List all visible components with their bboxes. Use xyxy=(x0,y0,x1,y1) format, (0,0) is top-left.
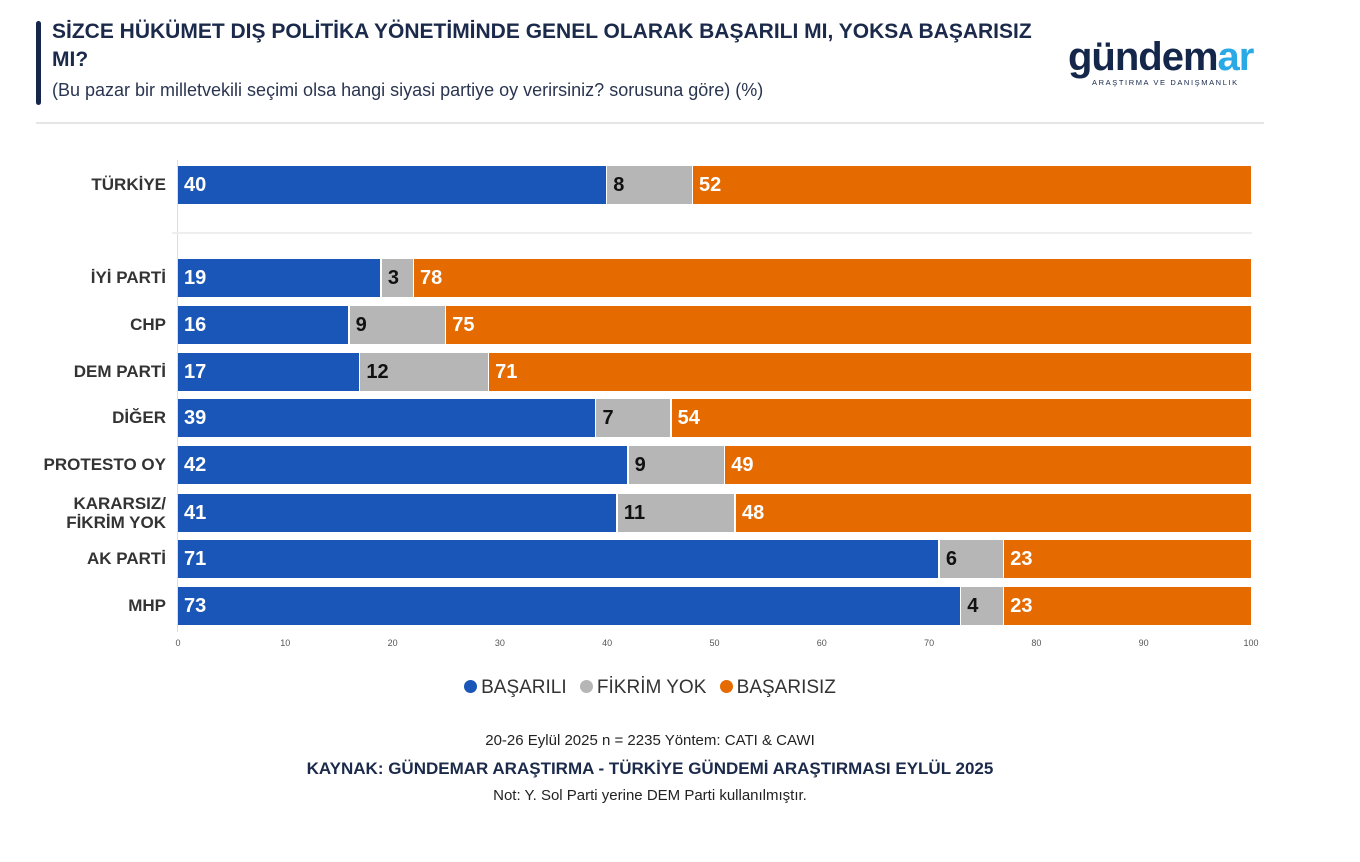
bar-başarisiz xyxy=(735,494,1251,532)
data-label: 54 xyxy=(677,407,700,429)
bar-fi̇kri̇m-yok xyxy=(607,166,692,204)
x-tick-label: 100 xyxy=(1243,638,1259,648)
bar-başarili xyxy=(178,259,381,297)
bar-başarili xyxy=(178,494,617,532)
data-label: 40 xyxy=(184,174,207,196)
bar-fi̇kri̇m-yok xyxy=(360,353,488,391)
data-label: 39 xyxy=(184,407,207,429)
bar-fi̇kri̇m-yok xyxy=(617,494,735,532)
category-label: DİĞER xyxy=(112,408,166,427)
x-tick-label: 40 xyxy=(602,638,613,648)
data-label: 48 xyxy=(741,502,765,524)
data-label: 4 xyxy=(967,595,979,617)
data-label: 52 xyxy=(699,174,722,196)
footer-note: Not: Y. Sol Parti yerine DEM Parti kulla… xyxy=(493,787,807,804)
x-tick-label: 90 xyxy=(1138,638,1149,648)
bar-fi̇kri̇m-yok xyxy=(628,446,724,484)
x-tick-label: 20 xyxy=(387,638,398,648)
footer-method: 20-26 Eylül 2025 n = 2235 Yöntem: CATI &… xyxy=(485,732,815,749)
data-label: 17 xyxy=(184,361,207,383)
data-label: 7 xyxy=(602,407,614,429)
category-label: KARARSIZ/FİKRİM YOK xyxy=(66,494,166,532)
bar-başarisiz xyxy=(671,399,1251,437)
footer-source: KAYNAK: GÜNDEMAR ARAŞTIRMA - TÜRKİYE GÜN… xyxy=(306,759,994,778)
data-label: 11 xyxy=(623,502,646,524)
x-tick-label: 50 xyxy=(709,638,720,648)
data-label: 71 xyxy=(495,361,518,383)
bar-fi̇kri̇m-yok xyxy=(939,540,1003,578)
bar-başarisiz xyxy=(725,446,1251,484)
legend-dot-icon xyxy=(579,680,593,693)
bar-başarili xyxy=(178,399,595,437)
bar-fi̇kri̇m-yok xyxy=(596,399,671,437)
logo-text: gündem xyxy=(1068,35,1219,79)
title-accent-bar xyxy=(36,21,41,105)
data-label: 73 xyxy=(184,595,207,617)
data-label: 23 xyxy=(1010,595,1033,617)
data-label: 42 xyxy=(184,454,207,476)
bar-başarili xyxy=(178,166,606,204)
x-tick-label: 70 xyxy=(924,638,935,648)
category-label: TÜRKİYE xyxy=(91,175,166,194)
data-label: 9 xyxy=(634,454,646,476)
bar-başarili xyxy=(178,446,628,484)
bar-başarili xyxy=(178,306,349,344)
data-label: 6 xyxy=(945,548,957,570)
data-label: 71 xyxy=(184,548,207,570)
logo: gündemar ARAŞTIRMA VE DANIŞMANLIK xyxy=(1068,36,1298,88)
data-label: 16 xyxy=(184,314,207,336)
logo-subtext: ARAŞTIRMA VE DANIŞMANLIK xyxy=(1092,78,1239,87)
legend-dot-icon xyxy=(464,680,478,693)
logo-accent: ar xyxy=(1217,35,1255,79)
chart-title: SİZCE HÜKÜMET DIŞ POLİTİKA YÖNETİMİNDE G… xyxy=(52,20,1032,71)
legend-label: BAŞARILI xyxy=(481,677,567,698)
legend-dot-icon xyxy=(719,680,733,693)
legend-item: BAŞARISIZ xyxy=(719,677,836,699)
category-label: AK PARTİ xyxy=(86,549,166,568)
legend-item: FİKRİM YOK xyxy=(579,677,707,699)
legend-item: BAŞARILI xyxy=(464,677,567,699)
y-axis-line xyxy=(177,160,178,632)
category-label: PROTESTO OY xyxy=(43,455,167,474)
data-label: 49 xyxy=(731,454,754,476)
category-label: İYİ PARTİ xyxy=(90,268,166,287)
x-tick-label: 60 xyxy=(816,638,827,648)
bar-başarisiz xyxy=(414,259,1251,297)
chart-header: SİZCE HÜKÜMET DIŞ POLİTİKA YÖNETİMİNDE G… xyxy=(52,18,1042,102)
bar-başarisiz xyxy=(446,306,1251,344)
data-label: 78 xyxy=(420,267,443,289)
category-label: CHP xyxy=(130,315,166,334)
data-label: 8 xyxy=(613,174,625,196)
bar-fi̇kri̇m-yok xyxy=(381,259,413,297)
data-label: 19 xyxy=(184,267,207,289)
bar-başarisiz xyxy=(489,353,1251,391)
bar-başarili xyxy=(178,540,939,578)
bar-fi̇kri̇m-yok xyxy=(961,587,1003,625)
bar-fi̇kri̇m-yok xyxy=(349,306,445,344)
legend-label: BAŞARISIZ xyxy=(736,677,836,698)
bar-başarisiz xyxy=(1004,540,1251,578)
data-label: 9 xyxy=(355,314,367,336)
data-label: 75 xyxy=(452,314,475,336)
row-separator xyxy=(172,232,1252,234)
data-label: 23 xyxy=(1010,548,1033,570)
bar-başarisiz xyxy=(693,166,1251,204)
x-tick-label: 0 xyxy=(175,638,181,648)
chart-subtitle: (Bu pazar bir milletvekili seçimi olsa h… xyxy=(52,80,764,100)
data-label: 3 xyxy=(387,267,399,289)
category-label: MHP xyxy=(128,596,166,615)
data-label: 41 xyxy=(184,502,207,524)
x-tick-label: 30 xyxy=(494,638,505,648)
data-label: 12 xyxy=(366,361,389,383)
bar-başarisiz xyxy=(1004,587,1251,625)
x-tick-label: 80 xyxy=(1031,638,1042,648)
legend: BAŞARILI FİKRİM YOK BAŞARISIZ xyxy=(0,677,1300,699)
category-label: DEM PARTİ xyxy=(73,362,166,381)
bar-başarili xyxy=(178,587,960,625)
legend-label: FİKRİM YOK xyxy=(596,677,707,698)
bar-başarili xyxy=(178,353,359,391)
x-tick-label: 10 xyxy=(280,638,291,648)
divider xyxy=(36,122,1264,124)
